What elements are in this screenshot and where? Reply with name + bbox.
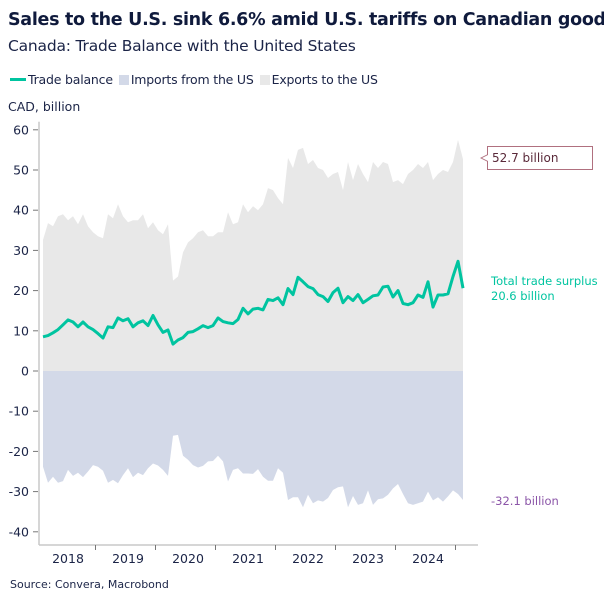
y-axis-label: CAD, billion — [8, 99, 81, 114]
y-tick-label: -30 — [9, 484, 29, 499]
legend-item-imports: Imports from the US — [118, 72, 254, 87]
legend-label: Imports from the US — [130, 72, 254, 87]
legend-item-trade-balance: Trade balance — [10, 72, 113, 87]
y-tick-label: 30 — [13, 243, 29, 258]
y-tick-label: 40 — [13, 203, 29, 218]
y-tick-label: 20 — [13, 283, 29, 298]
y-tick-label: 50 — [13, 163, 29, 178]
trade-surplus-value: 20.6 billion — [491, 289, 555, 303]
exports-area — [43, 139, 463, 371]
y-tick-label: -10 — [9, 404, 29, 419]
x-tick-label: 2021 — [232, 551, 264, 566]
legend-label: Trade balance — [28, 72, 113, 87]
x-tick-label: 2024 — [412, 551, 444, 566]
trade-balance-line — [42, 259, 465, 346]
exports-last-value-callout: 52.7 billion — [480, 146, 593, 170]
trade-surplus-annotation: Total trade surplus 20.6 billion — [491, 274, 598, 304]
y-tick-label: 60 — [13, 122, 29, 137]
trade-surplus-label: Total trade surplus — [491, 274, 598, 288]
chart-subtitle: Canada: Trade Balance with the United St… — [8, 37, 356, 55]
chart-title: Sales to the U.S. sink 6.6% amid U.S. ta… — [8, 10, 604, 30]
legend-swatch-line — [10, 78, 26, 81]
x-tick-label: 2022 — [292, 551, 324, 566]
legend-label: Exports to the US — [271, 72, 378, 87]
x-tick-label: 2019 — [112, 551, 144, 566]
y-tick-label: -20 — [9, 444, 29, 459]
imports-last-value-annotation: -32.1 billion — [491, 494, 559, 508]
legend: Trade balance Imports from the US Export… — [10, 72, 384, 87]
y-tick-label: -40 — [9, 524, 29, 539]
legend-swatch-box — [118, 74, 129, 85]
x-tick-label: 2023 — [352, 551, 384, 566]
x-tick-label: 2018 — [52, 551, 84, 566]
x-tick-label: 2020 — [172, 551, 204, 566]
y-tick-label: 10 — [13, 323, 29, 338]
source-note: Source: Convera, Macrobond — [10, 578, 169, 591]
legend-item-exports: Exports to the US — [259, 72, 378, 87]
legend-swatch-box — [259, 74, 270, 85]
y-tick-label: 0 — [21, 364, 29, 379]
imports-area — [43, 371, 463, 508]
